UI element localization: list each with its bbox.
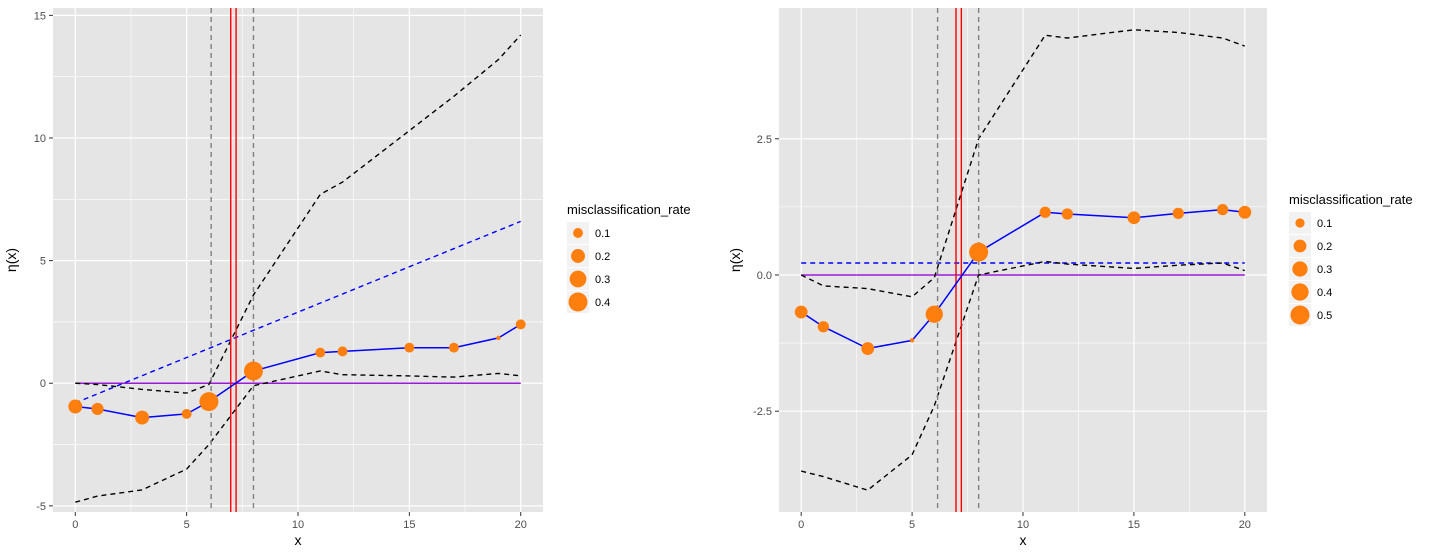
data-point: [1061, 208, 1074, 220]
legend-label: 0.3: [1317, 264, 1332, 276]
data-point: [925, 305, 943, 323]
right-chart: 0 5 10 15 20 -2.5 0.0 2.5 x η(x) misclassification…: [727, 8, 1413, 548]
size-legend: misclassification_rate 0.1 0.2 0.3 0.4: [567, 202, 691, 313]
legend-key-point: [573, 228, 583, 238]
legend-label: 0.1: [1317, 218, 1332, 230]
y-tick-label: 0: [40, 378, 46, 390]
left-chart: 0 5 10 15 20 -5 0 5 10 15 x η(x) misclassification_r…: [3, 8, 691, 548]
data-point: [817, 321, 830, 333]
x-tick-label: 5: [184, 519, 190, 531]
legend-key-point: [569, 270, 587, 288]
lower-confidence-band: [75, 370, 521, 503]
y-tick-label: 5: [40, 256, 46, 268]
legend-key-point: [1290, 305, 1310, 325]
legend-label: 0.1: [595, 228, 610, 240]
x-tick-label: 20: [1239, 519, 1251, 531]
data-point: [969, 242, 989, 262]
legend-title: misclassification_rate: [567, 202, 691, 217]
legend-title: misclassification_rate: [1289, 192, 1413, 207]
estimate-line: [800, 208, 1245, 350]
y-tick-label: 10: [34, 133, 46, 145]
estimate-line: [75, 323, 522, 419]
data-point: [1039, 206, 1051, 218]
data-point: [181, 408, 192, 419]
legend-key-point: [568, 292, 588, 312]
linear-fit-line: [75, 220, 521, 404]
x-axis-title: x: [1020, 532, 1027, 548]
data-point: [68, 399, 83, 414]
legend-key-point: [1293, 239, 1307, 253]
legend-label: 0.2: [595, 251, 610, 263]
data-point: [496, 335, 501, 341]
data-point: [448, 342, 459, 353]
legend-key-point: [1292, 261, 1308, 277]
x-tick-label: 15: [1128, 519, 1140, 531]
data-point: [794, 305, 808, 319]
x-tick-label: 10: [1017, 519, 1029, 531]
y-axis-title: η(x): [727, 248, 743, 272]
data-point: [909, 338, 915, 343]
data-point: [1172, 207, 1184, 220]
legend-label: 0.5: [1317, 310, 1332, 322]
x-tick-label: 0: [72, 519, 78, 531]
data-point: [91, 402, 104, 416]
legend-key-point: [1295, 218, 1305, 228]
y-tick-label: -2.5: [753, 406, 772, 418]
y-tick-label: 15: [34, 10, 46, 22]
data-point: [337, 346, 348, 357]
y-tick-label: 0.0: [757, 270, 772, 282]
data-point: [1216, 203, 1229, 216]
data-point: [861, 342, 875, 355]
y-tick-label: -5: [36, 501, 46, 513]
legend-label: 0.4: [1317, 287, 1332, 299]
data-point: [199, 392, 219, 412]
data-layer: [68, 8, 526, 512]
data-point: [1127, 211, 1141, 225]
legend-key-point: [571, 249, 585, 263]
x-axis-title: x: [295, 532, 302, 548]
upper-confidence-band: [75, 34, 522, 394]
x-tick-label: 15: [403, 519, 415, 531]
x-tick-label: 10: [292, 519, 304, 531]
x-tick-label: 5: [909, 519, 915, 531]
y-axis-title: η(x): [3, 248, 19, 272]
data-point: [243, 361, 263, 381]
data-point: [315, 347, 326, 358]
legend-key-point: [1291, 283, 1309, 301]
legend-label: 0.2: [1317, 241, 1332, 253]
y-tick-label: 2.5: [757, 134, 772, 146]
legend-label: 0.3: [595, 274, 610, 286]
data-point: [515, 319, 526, 330]
x-tick-label: 20: [515, 519, 527, 531]
upper-confidence-band: [800, 29, 1246, 298]
data-point: [1238, 205, 1252, 219]
lower-confidence-band: [801, 260, 1246, 491]
data-point: [135, 410, 150, 425]
data-point: [404, 342, 415, 353]
data-layer: [794, 8, 1252, 512]
size-legend: misclassification_rate 0.1 0.2 0.3 0.4 0.5: [1289, 192, 1413, 326]
x-tick-label: 0: [798, 519, 804, 531]
legend-label: 0.4: [595, 297, 610, 309]
